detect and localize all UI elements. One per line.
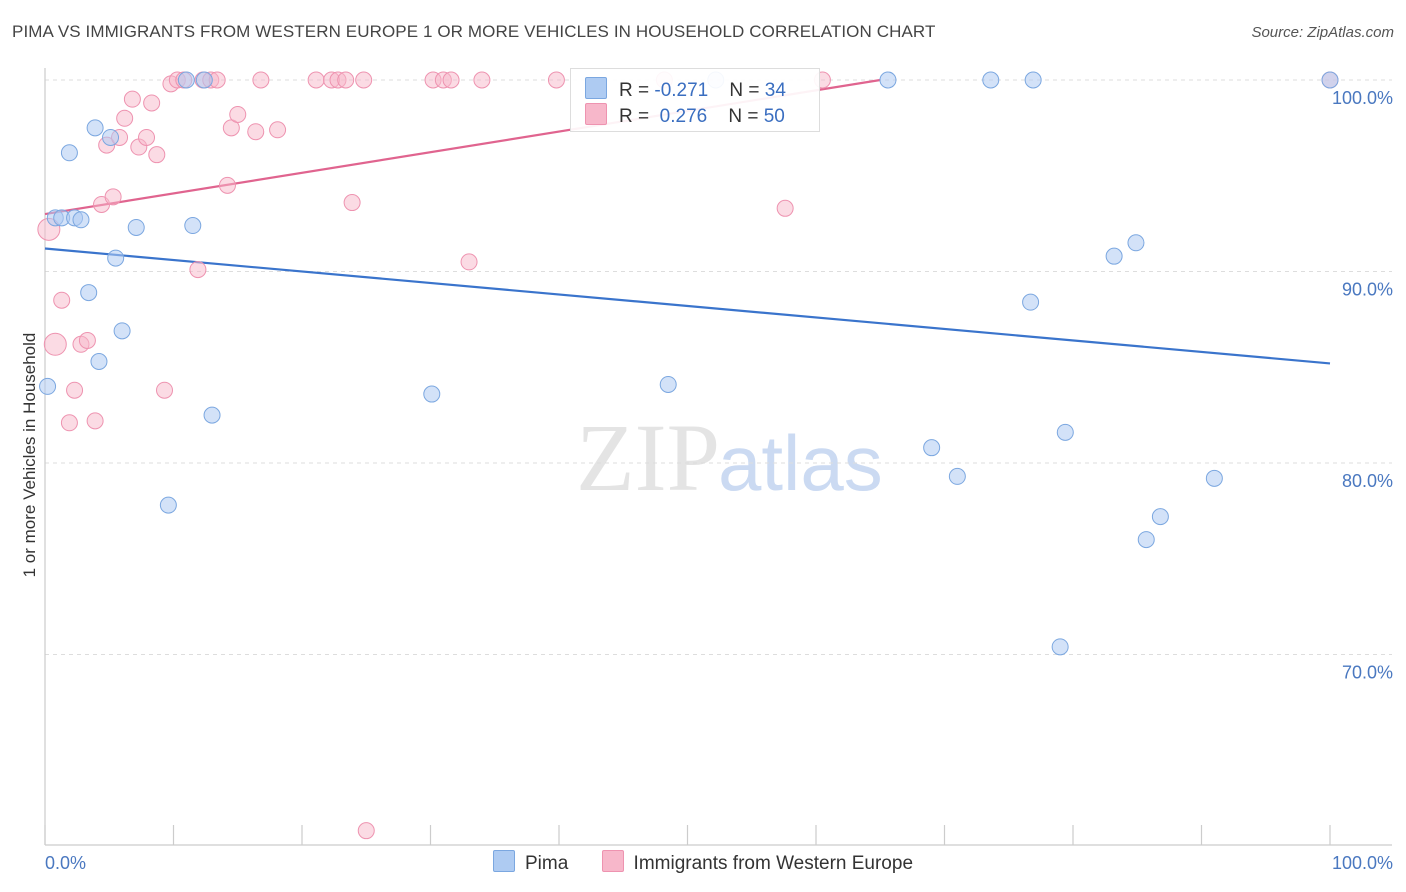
immigrants-n-label: N =	[728, 106, 764, 127]
pima-point-33	[1205, 469, 1223, 487]
y-tick-label-1: 90.0%	[1342, 280, 1393, 300]
immigrants-point-10	[104, 188, 122, 206]
axis-layer	[44, 68, 1392, 846]
immigrants-point-2	[53, 291, 71, 309]
x-tick-label-0: 0.0%	[45, 853, 86, 873]
tick-layer: 100.0% 90.0% 80.0% 70.0% 0.0% 100.0%	[45, 88, 1393, 873]
pima-point-12	[127, 218, 145, 236]
legend-pima-swatch	[492, 850, 515, 872]
immigrants-point-36	[343, 194, 361, 212]
immigrants-point-4	[66, 381, 84, 399]
immigrants-point-43	[473, 71, 491, 89]
pima-point-19	[659, 375, 677, 393]
pima-point-25	[1022, 293, 1040, 311]
pima-point-15	[184, 217, 202, 235]
pima-n-label: N =	[729, 80, 765, 101]
pima-point-9	[102, 128, 120, 146]
immigrants-point-46	[776, 199, 794, 217]
immigrants-point-18	[156, 381, 174, 399]
pima-point-3	[60, 144, 78, 162]
pima-point-23	[948, 467, 966, 485]
source-credit: Source: ZipAtlas.com	[1251, 24, 1394, 41]
immigrants-point-17	[148, 146, 166, 164]
pima-point-24	[982, 71, 1000, 89]
immigrants-point-28	[229, 105, 247, 123]
pima-swatch	[585, 77, 607, 99]
legend-item-immigrants[interactable]: Immigrants from Western Europe	[601, 850, 914, 875]
immigrants-point-26	[218, 176, 236, 194]
pima-point-22	[923, 439, 941, 457]
legend-immigrants-label: Immigrants from Western Europe	[633, 853, 914, 874]
legend-immigrants-swatch	[601, 850, 624, 872]
pima-point-10	[107, 249, 125, 267]
trend-line-pima	[44, 247, 1331, 365]
pima-point-32	[1151, 508, 1169, 526]
immigrants-point-3	[60, 414, 78, 432]
series-legend: Pima Immigrants from Western Europe	[0, 850, 1406, 875]
watermark-zip: ZIP	[576, 404, 720, 511]
immigrants-point-29	[247, 123, 265, 141]
legend-row-pima: R = -0.271 N = 34	[585, 77, 786, 101]
point-layer	[37, 71, 1339, 840]
pima-r-value: -0.271	[654, 80, 709, 101]
immigrants-point-16	[143, 94, 161, 112]
immigrants-point-7	[86, 412, 104, 430]
pima-point-28	[1056, 423, 1074, 441]
immigrants-point-13	[123, 90, 141, 108]
immigrants-point-42	[460, 253, 478, 271]
pima-r-label: R =	[619, 80, 655, 101]
y-tick-label-2: 80.0%	[1342, 471, 1393, 491]
pima-point-17	[203, 406, 221, 424]
immigrants-point-32	[307, 71, 325, 89]
pima-point-7	[86, 119, 104, 137]
immigrants-point-6	[78, 331, 96, 349]
y-tick-label-0: 100.0%	[1332, 88, 1393, 108]
immigrants-point-37	[355, 71, 373, 89]
pima-point-21	[879, 71, 897, 89]
legend-item-pima[interactable]: Pima	[492, 850, 569, 875]
immigrants-point-1	[43, 332, 67, 356]
legend-row-immigrants: R = 0.276 N = 50	[585, 103, 785, 127]
pima-point-29	[1105, 247, 1123, 265]
immigrants-point-30	[252, 71, 270, 89]
chart-title: PIMA VS IMMIGRANTS FROM WESTERN EUROPE 1…	[12, 22, 936, 41]
x-tick-label-1: 100.0%	[1332, 853, 1393, 873]
immigrants-swatch	[585, 103, 607, 125]
pima-point-16	[195, 71, 213, 89]
correlation-legend: R = -0.271 N = 34 R = 0.276 N = 50	[570, 68, 820, 132]
pima-point-11	[113, 322, 131, 340]
pima-point-14	[177, 71, 195, 89]
pima-point-13	[159, 496, 177, 514]
immigrants-point-15	[138, 128, 156, 146]
immigrants-point-38	[357, 822, 375, 840]
pima-n-value: 34	[764, 80, 786, 101]
immigrants-r-label: R =	[619, 106, 655, 127]
pima-point-18	[423, 385, 441, 403]
legend-pima-label: Pima	[524, 853, 569, 874]
pima-point-6	[80, 284, 98, 302]
grid-layer	[45, 79, 1392, 655]
pima-point-31	[1137, 531, 1155, 549]
pima-point-8	[90, 353, 108, 371]
immigrants-point-44	[547, 71, 565, 89]
pima-extra-point-0	[1321, 71, 1339, 89]
pima-point-27	[1051, 638, 1069, 656]
immigrants-point-31	[269, 121, 287, 139]
pima-point-30	[1127, 234, 1145, 252]
immigrants-point-22	[189, 261, 207, 279]
immigrants-r-value: 0.276	[659, 106, 708, 127]
pima-point-0	[39, 377, 57, 395]
immigrants-n-value: 50	[763, 106, 785, 127]
immigrants-point-35	[337, 71, 355, 89]
immigrants-point-41	[442, 71, 460, 89]
pima-point-5	[72, 211, 90, 229]
y-tick-label-3: 70.0%	[1342, 663, 1393, 683]
pima-point-26	[1024, 71, 1042, 89]
immigrants-point-12	[116, 109, 134, 127]
